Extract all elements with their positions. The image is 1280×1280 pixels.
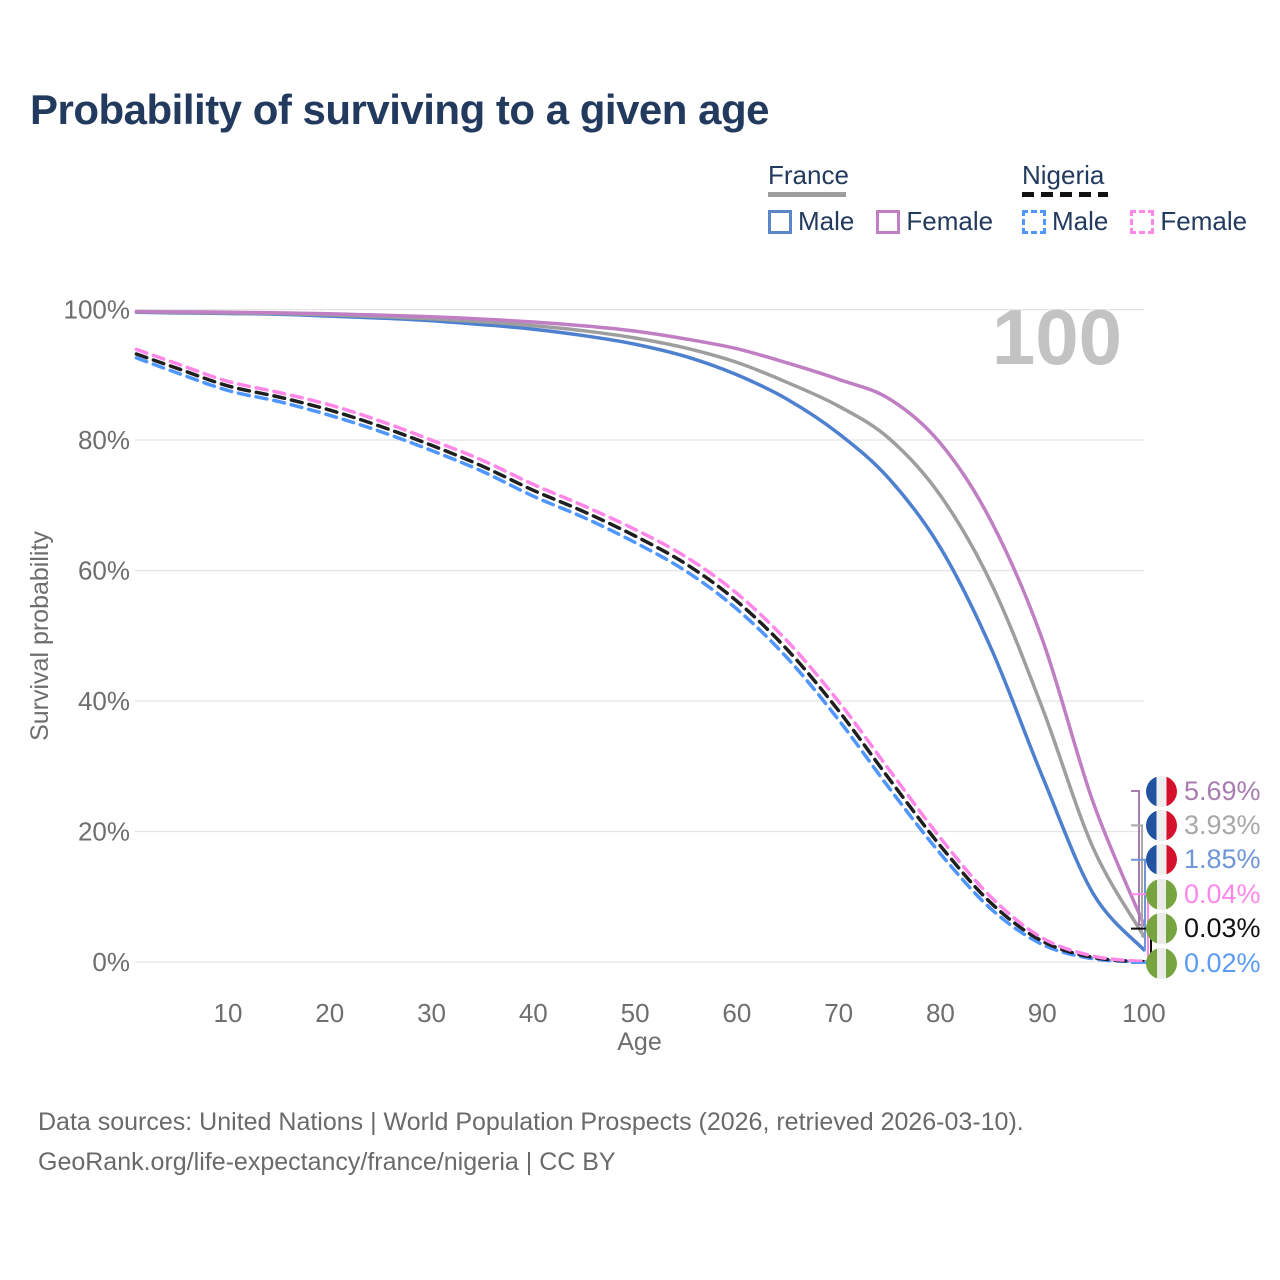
series-line-nigeria-male[interactable] (134, 356, 1146, 964)
nigeria-male-swatch-icon (1022, 209, 1046, 234)
end-label-row-france-male: 1.85% (1146, 843, 1261, 877)
end-label-leader-france-both (1131, 824, 1144, 938)
end-label-leader-france-male (1131, 858, 1146, 951)
y-tick-label: 60% (78, 556, 130, 586)
end-label-value-france-female: 5.69% (1184, 775, 1261, 806)
legend-underline-france (768, 192, 846, 197)
end-label-row-nigeria-female: 0.04% (1146, 877, 1261, 911)
nigeria-flag-icon (1146, 878, 1177, 910)
series-line-france-female[interactable] (134, 309, 1146, 927)
series-line-france-both[interactable] (134, 310, 1146, 939)
y-tick-label: 20% (78, 817, 130, 847)
legend-item-france-female[interactable]: Female (876, 206, 993, 237)
legend-item-label: Female (1160, 206, 1248, 236)
x-tick-label: 60 (722, 998, 751, 1028)
france-male-swatch-icon (768, 209, 792, 234)
end-label-value-france-both: 3.93% (1184, 809, 1261, 840)
series-line-nigeria-female[interactable] (134, 347, 1146, 964)
y-tick-label: 40% (78, 686, 130, 716)
legend-title-nigeria: Nigeria (1022, 160, 1105, 190)
end-label-row-nigeria-male: 0.02% (1146, 946, 1261, 980)
end-label-value-nigeria-female: 0.04% (1184, 878, 1261, 909)
footer-data-sources: Data sources: United Nations | World Pop… (38, 1108, 1024, 1136)
france-flag-icon (1146, 775, 1177, 807)
legend-item-nigeria-female[interactable]: Female (1130, 206, 1247, 237)
legend-group-france: France Male Female (768, 160, 993, 237)
series-line-france-male[interactable] (134, 310, 1146, 952)
x-tick-label: 50 (621, 998, 650, 1028)
legend-item-label: Male (1052, 206, 1109, 236)
end-label-row-france-female: 5.69% (1146, 774, 1261, 808)
age-watermark: 100 (992, 293, 1122, 381)
end-label-value-nigeria-male: 0.02% (1184, 947, 1261, 978)
end-label-value-nigeria-both: 0.03% (1184, 913, 1261, 944)
legend-item-label: Female (906, 206, 994, 236)
nigeria-female-swatch-icon (1130, 209, 1155, 234)
y-axis-title: Survival probability (26, 531, 54, 741)
legend-underline-nigeria (1022, 192, 1108, 197)
end-label-row-nigeria-both: 0.03% (1146, 912, 1261, 946)
legend-item-france-male[interactable]: Male (768, 206, 854, 237)
footer-attribution: GeoRank.org/life-expectancy/france/niger… (38, 1148, 616, 1176)
legend-group-nigeria: Nigeria Male Female (1022, 160, 1247, 237)
series-line-nigeria-both[interactable] (134, 352, 1146, 964)
nigeria-flag-icon (1146, 913, 1177, 945)
x-tick-label: 10 (214, 998, 243, 1028)
y-tick-label: 80% (78, 425, 130, 455)
x-axis-title: Age (617, 1028, 661, 1056)
legend-title-france: France (768, 160, 849, 190)
x-tick-label: 30 (417, 998, 446, 1028)
y-tick-label: 100% (64, 295, 131, 325)
france-female-swatch-icon (876, 209, 901, 234)
x-tick-label: 80 (926, 998, 955, 1028)
x-tick-label: 70 (824, 998, 853, 1028)
legend-item-label: Male (798, 206, 855, 236)
france-flag-icon (1146, 809, 1177, 841)
x-tick-label: 100 (1122, 998, 1165, 1028)
france-flag-icon (1146, 844, 1177, 876)
x-tick-label: 40 (519, 998, 548, 1028)
nigeria-flag-icon (1146, 947, 1177, 979)
x-tick-label: 20 (315, 998, 344, 1028)
end-label-value-france-male: 1.85% (1184, 844, 1261, 875)
legend-item-nigeria-male[interactable]: Male (1022, 206, 1108, 237)
x-tick-label: 90 (1028, 998, 1057, 1028)
page-title: Probability of surviving to a given age (30, 86, 769, 133)
end-label-row-france-both: 3.93% (1146, 808, 1261, 842)
y-tick-label: 0% (92, 947, 130, 977)
